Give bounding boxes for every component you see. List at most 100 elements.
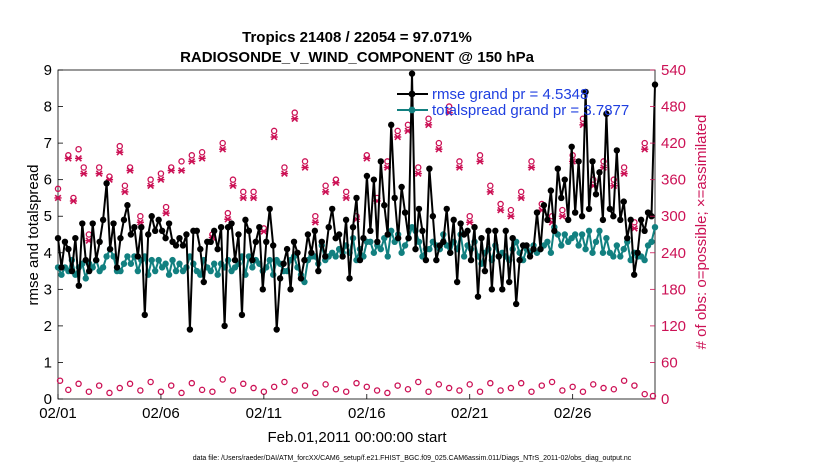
y2-tick-label: 240 bbox=[661, 245, 686, 262]
rmse-point bbox=[210, 227, 218, 235]
rmse-point bbox=[415, 205, 423, 213]
rmse-point bbox=[256, 223, 263, 231]
rmse-point bbox=[82, 256, 89, 264]
rmse-point bbox=[384, 231, 391, 238]
totalspread-point bbox=[599, 249, 607, 256]
rmse-point bbox=[329, 205, 336, 213]
rmse-point bbox=[113, 264, 121, 271]
rmse-point bbox=[151, 227, 159, 235]
totalspread-point bbox=[603, 234, 610, 242]
rmse-point bbox=[252, 238, 260, 246]
totalspread-point bbox=[370, 249, 378, 256]
rmse-point bbox=[54, 234, 62, 242]
obs-assimilated-marker bbox=[414, 170, 422, 177]
obs-possible-marker bbox=[301, 158, 309, 165]
obs-possible-marker bbox=[106, 389, 113, 397]
rmse-point bbox=[509, 234, 516, 242]
obs-possible-marker bbox=[250, 188, 257, 196]
totalspread-point bbox=[460, 253, 468, 260]
rmse-point bbox=[356, 256, 364, 264]
rmse-point bbox=[158, 227, 166, 235]
obs-possible-marker bbox=[487, 182, 494, 190]
y2-tick-label: 60 bbox=[661, 354, 678, 371]
obs-possible-marker bbox=[548, 378, 556, 386]
totalspread-point bbox=[176, 260, 183, 267]
rmse-point bbox=[637, 216, 645, 224]
totalspread-point bbox=[207, 267, 214, 275]
rmse-point bbox=[360, 234, 367, 242]
totalspread-point bbox=[384, 253, 391, 260]
rmse-point bbox=[582, 88, 589, 96]
obs-possible-marker bbox=[198, 148, 206, 156]
totalspread-point bbox=[585, 227, 593, 235]
rmse-point bbox=[287, 286, 294, 293]
obs-possible-marker bbox=[466, 212, 473, 220]
totalspread-point bbox=[99, 264, 107, 271]
obs-possible-marker bbox=[312, 212, 319, 220]
rmse-point bbox=[172, 242, 180, 249]
obs-assimilated-marker bbox=[322, 188, 330, 196]
obs-possible-marker bbox=[476, 388, 484, 395]
obs-possible-marker bbox=[178, 158, 185, 165]
obs-possible-marker bbox=[497, 200, 504, 208]
rmse-point bbox=[568, 143, 575, 150]
obs-possible-marker bbox=[589, 381, 597, 388]
obs-possible-marker bbox=[209, 388, 216, 395]
rmse-point bbox=[214, 245, 221, 253]
rmse-point bbox=[179, 242, 187, 249]
rmse-point bbox=[474, 293, 482, 300]
rmse-point bbox=[304, 231, 312, 238]
rmse-point bbox=[231, 256, 239, 264]
obs-possible-marker bbox=[425, 115, 432, 122]
obs-possible-marker bbox=[517, 379, 525, 387]
totalspread-point bbox=[610, 253, 617, 260]
rmse-point bbox=[117, 234, 124, 242]
obs-assimilated-marker bbox=[116, 148, 124, 156]
totalspread-point bbox=[575, 242, 582, 249]
rmse-point bbox=[145, 231, 152, 238]
obs-possible-marker bbox=[487, 379, 494, 387]
obs-assimilated-marker bbox=[486, 188, 494, 196]
rmse-point bbox=[488, 286, 496, 293]
obs-assimilated-marker bbox=[177, 167, 186, 174]
obs-possible-marker bbox=[394, 382, 401, 389]
obs-assimilated-marker bbox=[260, 228, 268, 235]
rmse-point bbox=[603, 110, 610, 118]
obs-possible-marker bbox=[137, 387, 144, 394]
totalspread-point bbox=[127, 260, 135, 267]
obs-assimilated-marker bbox=[157, 176, 165, 184]
rmse-point bbox=[294, 249, 301, 256]
obs-possible-marker bbox=[353, 379, 360, 387]
obs-possible-marker bbox=[435, 381, 443, 388]
rmse-point bbox=[183, 231, 190, 238]
rmse-point bbox=[221, 322, 228, 330]
rmse-point bbox=[200, 278, 207, 286]
y-tick-label: 9 bbox=[44, 62, 52, 79]
obs-assimilated-marker bbox=[188, 158, 196, 165]
obs-assimilated-marker bbox=[280, 170, 289, 177]
obs-possible-marker bbox=[569, 383, 576, 391]
totalspread-point bbox=[613, 242, 621, 249]
rmse-point bbox=[297, 275, 305, 282]
rmse-point bbox=[61, 238, 69, 246]
rmse-point bbox=[72, 234, 79, 242]
totalspread-point bbox=[224, 256, 232, 264]
rmse-point bbox=[630, 271, 638, 278]
obs-assimilated-marker bbox=[167, 167, 175, 174]
obs-assimilated-marker bbox=[394, 133, 402, 141]
rmse-point bbox=[578, 213, 586, 220]
rmse-point bbox=[193, 227, 201, 235]
totalspread-point bbox=[617, 253, 624, 260]
obs-assimilated-marker bbox=[198, 154, 206, 162]
y2-tick-label: 0 bbox=[661, 391, 669, 408]
rmse-point bbox=[322, 253, 329, 260]
obs-possible-marker bbox=[229, 387, 237, 394]
obs-possible-marker bbox=[188, 379, 196, 387]
legend-rmse-marker bbox=[408, 90, 416, 98]
rmse-point bbox=[450, 216, 457, 224]
rmse-point bbox=[370, 176, 378, 183]
rmse-point bbox=[176, 234, 183, 242]
obs-possible-marker bbox=[65, 386, 72, 394]
rmse-point bbox=[440, 238, 447, 246]
rmse-point bbox=[110, 220, 117, 227]
